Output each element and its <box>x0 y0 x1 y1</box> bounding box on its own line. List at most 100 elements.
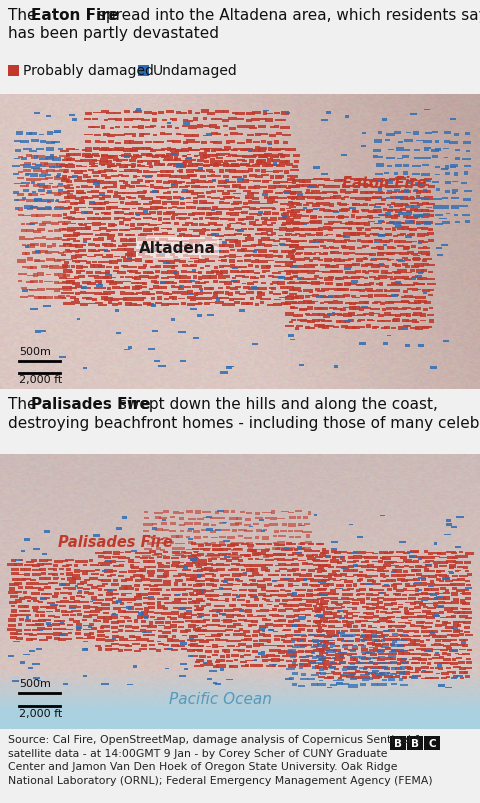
Bar <box>119 172 127 173</box>
Bar <box>432 132 438 134</box>
Bar <box>347 561 356 563</box>
Bar <box>411 266 419 268</box>
Bar <box>285 313 294 316</box>
Bar <box>249 526 253 528</box>
Bar <box>124 156 132 157</box>
Bar <box>52 142 60 144</box>
Bar <box>369 295 372 299</box>
Bar <box>22 157 27 161</box>
Bar <box>278 564 286 567</box>
Bar <box>186 250 195 251</box>
Bar <box>249 128 257 130</box>
Bar <box>194 156 200 157</box>
Bar <box>406 223 415 225</box>
Bar <box>151 537 160 540</box>
Bar <box>437 664 442 666</box>
Bar <box>180 218 186 221</box>
Bar <box>175 580 180 582</box>
Bar <box>82 282 91 284</box>
Bar <box>222 193 230 195</box>
Bar <box>339 210 348 213</box>
Bar <box>307 235 315 237</box>
Bar <box>400 635 409 638</box>
Bar <box>247 549 256 552</box>
Bar <box>195 563 200 566</box>
Bar <box>180 613 187 615</box>
Bar <box>410 297 416 299</box>
Bar <box>392 634 397 637</box>
Bar <box>33 678 39 679</box>
Bar <box>388 210 397 212</box>
Bar <box>357 178 364 181</box>
Bar <box>195 240 204 243</box>
Bar <box>178 287 184 291</box>
Bar <box>321 173 328 176</box>
Bar <box>408 302 417 305</box>
Bar <box>317 588 322 591</box>
Bar <box>311 191 321 195</box>
Bar <box>345 192 351 195</box>
Bar <box>80 304 87 307</box>
Bar <box>268 239 275 241</box>
Bar <box>75 286 82 289</box>
Bar <box>198 277 203 280</box>
Bar <box>391 192 397 194</box>
Bar <box>311 594 319 597</box>
Bar <box>16 200 25 202</box>
Bar <box>88 127 96 129</box>
Bar <box>199 288 204 291</box>
Bar <box>369 647 378 649</box>
Bar <box>178 214 187 216</box>
Bar <box>62 565 69 568</box>
Bar <box>273 294 281 296</box>
Bar <box>421 578 426 581</box>
Bar <box>165 282 173 285</box>
Bar <box>185 575 194 577</box>
Bar <box>128 193 138 194</box>
Bar <box>75 260 80 263</box>
Bar <box>112 556 119 559</box>
Bar <box>388 149 394 151</box>
Bar <box>65 237 70 238</box>
Bar <box>167 171 174 173</box>
Bar <box>264 181 272 182</box>
Bar <box>186 549 193 551</box>
Bar <box>204 281 209 283</box>
Bar <box>94 292 102 296</box>
Bar <box>216 190 224 194</box>
Bar <box>370 630 377 634</box>
Bar <box>152 119 156 123</box>
Bar <box>31 579 36 581</box>
Bar <box>39 639 48 641</box>
Bar <box>154 191 159 194</box>
Bar <box>302 185 310 187</box>
Bar <box>320 602 328 605</box>
Bar <box>394 319 400 322</box>
Bar <box>457 578 466 581</box>
Bar <box>240 249 247 253</box>
Bar <box>293 155 300 157</box>
Bar <box>351 296 356 298</box>
Bar <box>122 209 130 211</box>
Bar <box>69 601 75 604</box>
Bar <box>198 282 206 285</box>
Bar <box>398 575 406 577</box>
Bar <box>456 516 464 519</box>
Bar <box>63 208 70 211</box>
Bar <box>359 302 368 304</box>
Bar <box>309 290 313 293</box>
Bar <box>286 668 295 670</box>
Bar <box>336 218 343 219</box>
Bar <box>78 590 82 593</box>
Bar <box>201 605 206 607</box>
Bar <box>132 278 137 279</box>
Bar <box>127 601 132 604</box>
Bar <box>430 666 433 670</box>
Bar <box>298 625 306 627</box>
Bar <box>31 141 39 143</box>
Bar <box>163 573 169 577</box>
Bar <box>149 288 154 291</box>
Bar <box>351 676 359 679</box>
Bar <box>368 185 373 186</box>
Bar <box>228 645 235 646</box>
